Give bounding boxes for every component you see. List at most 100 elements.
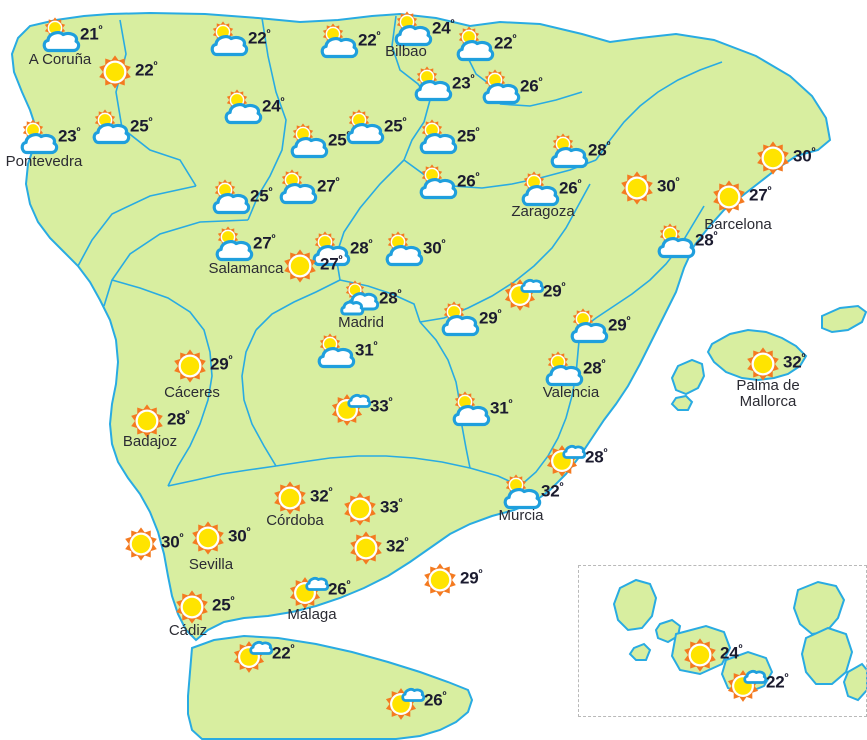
menorca-island	[821, 304, 867, 334]
city-label-madrid: Madrid	[338, 314, 384, 331]
temperature-label-soria: 26º	[457, 171, 480, 191]
sun-behind-cloud-icon	[546, 133, 590, 169]
temperature-label-huelva: 30º	[161, 532, 184, 552]
city-label-zaragoza: Zaragoza	[511, 203, 575, 220]
temperature-label-ciudad-real: 33º	[370, 396, 393, 416]
temperature-label-sevilla: 30º	[228, 526, 251, 546]
temperature-label-santander: 22º	[358, 30, 381, 50]
city-label-salamanca: Salamanca	[208, 260, 284, 277]
temperature-label-zaragoza: 26º	[559, 178, 582, 198]
sun-behind-cloud-icon	[437, 301, 481, 337]
temperature-label-malaga: 26º	[328, 579, 351, 599]
temperature-label-valladolid: 27º	[317, 176, 340, 196]
canary-island-6	[792, 580, 846, 636]
temperature-label-barcelona: 27º	[749, 185, 772, 205]
sun-behind-cloud-icon	[308, 231, 352, 267]
sun-with-cloud-icon	[328, 391, 372, 426]
temperature-label-guadalajara: 29º	[479, 308, 502, 328]
temperature-label-a-coruna: 21º	[80, 24, 103, 44]
region-border-18	[519, 329, 581, 487]
temperature-label-burgos: 25º	[384, 116, 407, 136]
temperature-label-leon: 24º	[262, 96, 285, 116]
temperature-label-segovia: 30º	[423, 238, 446, 258]
temperature-label-madrid: 28º	[379, 288, 402, 308]
temperature-label-pamplona: 26º	[520, 76, 543, 96]
temperature-label-palma: 32º	[783, 352, 806, 372]
region-border-20	[595, 61, 723, 161]
temperature-label-tarragona: 28º	[695, 230, 718, 250]
sun-behind-cloud-icon	[566, 308, 610, 344]
sun-with-cloud-icon	[230, 638, 274, 673]
temperature-label-castellon: 29º	[608, 315, 631, 335]
city-label-pontevedra: Pontevedra	[5, 153, 83, 170]
sun-with-cloud-icon	[724, 667, 768, 702]
temperature-label-salamanca-sun: 27º	[320, 254, 343, 274]
sun-with-cloud-icon	[543, 442, 587, 477]
sun-icon	[418, 563, 462, 597]
temperature-label-melilla: 26º	[424, 690, 447, 710]
temperature-label-granada: 32º	[386, 536, 409, 556]
region-border-15	[111, 279, 213, 487]
temperature-label-bilbao: 24º	[432, 18, 455, 38]
city-label-valencia: Valencia	[542, 384, 600, 401]
formentera-island	[670, 394, 694, 411]
canary-island-1	[612, 578, 658, 632]
sun-behind-cloud-icon	[208, 179, 252, 215]
sun-behind-cloud-icon	[541, 351, 585, 387]
sun-icon	[170, 590, 214, 624]
temperature-label-zamora: 25º	[250, 186, 273, 206]
region-border-2	[77, 185, 197, 267]
city-label-badajoz: Badajoz	[122, 433, 178, 450]
temperature-label-cordoba: 32º	[310, 486, 333, 506]
sun-icon	[93, 55, 137, 89]
temperature-label-toledo: 31º	[355, 340, 378, 360]
sun-behind-cloud-icon	[410, 66, 454, 102]
sun-behind-cloud-icon	[452, 26, 496, 62]
sun-icon	[278, 249, 322, 283]
temperature-label-almeria: 29º	[460, 568, 483, 588]
temperature-label-logrono: 25º	[457, 126, 480, 146]
region-border-7	[499, 91, 583, 107]
city-label-malaga: Málaga	[287, 606, 337, 623]
canary-island-7	[800, 626, 854, 685]
sun-icon	[741, 347, 785, 381]
city-label-murcia: Murcia	[498, 507, 544, 524]
canary-island-8	[842, 662, 867, 702]
sun-icon	[168, 349, 212, 383]
sun-with-cloud-icon	[382, 685, 426, 720]
city-label-caceres: Cáceres	[164, 384, 220, 401]
city-label-bilbao: Bilbao	[385, 43, 427, 60]
sun-behind-cloud-icon	[478, 69, 522, 105]
double-cloud-icon	[337, 280, 381, 317]
sun-behind-cloud-icon	[415, 164, 459, 200]
sun-behind-cloud-icon	[316, 23, 360, 59]
sun-behind-cloud-icon	[220, 89, 264, 125]
sun-icon	[125, 404, 169, 438]
sun-behind-cloud-icon	[313, 333, 357, 369]
sun-with-cloud-icon	[501, 276, 545, 311]
temperature-label-jaen: 33º	[380, 497, 403, 517]
temperature-label-oviedo: 22º	[248, 28, 271, 48]
ibiza-island	[670, 358, 706, 396]
region-border-13	[241, 329, 277, 467]
sun-icon	[751, 141, 795, 175]
temperature-label-ourense: 25º	[130, 116, 153, 136]
temperature-label-salamanca: 27º	[253, 233, 276, 253]
sun-behind-cloud-icon	[653, 223, 697, 259]
temperature-label-teruel: 29º	[543, 281, 566, 301]
temperature-label-badajoz: 28º	[167, 409, 190, 429]
temperature-label-huesca: 28º	[588, 140, 611, 160]
temperature-label-lugo: 22º	[135, 60, 158, 80]
sun-behind-cloud-icon	[206, 21, 250, 57]
temperature-label-tenerife: 24º	[720, 643, 743, 663]
sun-behind-cloud-icon	[275, 169, 319, 205]
region-border-10	[255, 279, 341, 331]
sun-icon	[119, 527, 163, 561]
sun-icon	[344, 531, 388, 565]
sun-behind-cloud-icon	[381, 231, 425, 267]
canary-islands-inset	[578, 565, 867, 717]
region-border-3	[247, 17, 287, 221]
sun-with-cloud-icon	[286, 574, 330, 609]
region-border-16	[167, 465, 277, 487]
